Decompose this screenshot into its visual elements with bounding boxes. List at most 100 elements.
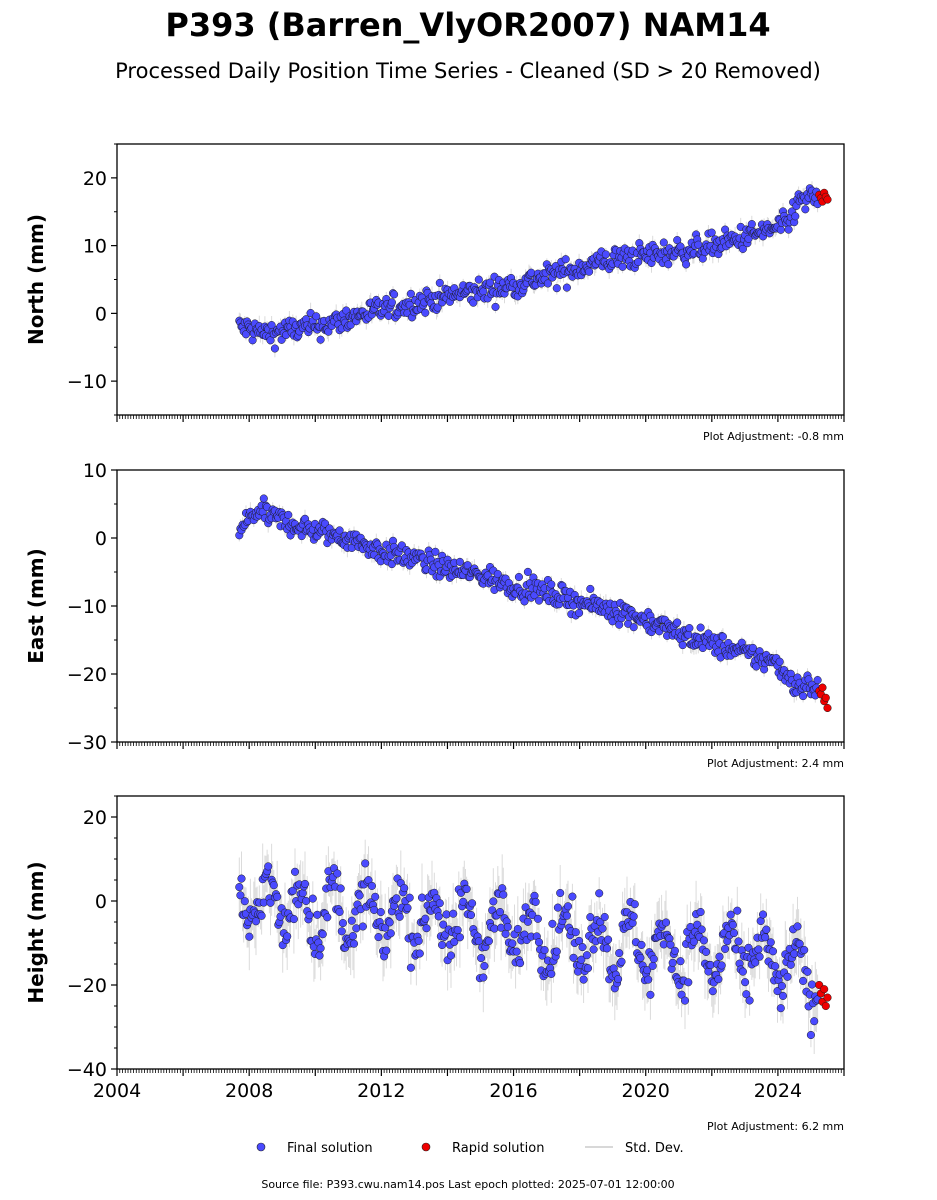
height-final-point <box>783 972 792 981</box>
east-rapid-point <box>821 693 830 702</box>
legend-final-label: Final solution <box>287 1141 373 1156</box>
east-final-point <box>284 510 293 519</box>
height-final-point <box>333 869 342 878</box>
height-final-point <box>513 924 522 934</box>
height-final-point <box>676 957 685 966</box>
height-final-point <box>336 884 345 893</box>
height-final-point <box>644 975 653 984</box>
east-final-point <box>575 608 584 618</box>
height-final-point <box>392 894 401 903</box>
height-final-point <box>553 903 562 912</box>
north-final-point <box>433 303 442 312</box>
height-final-point <box>508 939 517 948</box>
east-final-point <box>718 632 727 641</box>
height-final-point <box>337 927 346 936</box>
north-final-point <box>634 257 643 267</box>
north-final-point <box>316 335 325 344</box>
height-final-point <box>602 944 612 953</box>
north-final-point <box>738 244 747 253</box>
height-final-point <box>598 924 607 933</box>
east-rapid-point <box>823 703 832 713</box>
height-final-point <box>684 978 693 987</box>
height-final-point <box>421 914 430 923</box>
height-final-point <box>648 961 657 970</box>
figure-title: P393 (Barren_VlyOR2007) NAM14 <box>165 6 770 44</box>
height-final-point <box>313 910 322 919</box>
north-final-point <box>387 298 396 307</box>
north-final-point <box>791 212 800 221</box>
height-final-point <box>415 949 424 958</box>
height-final-point <box>689 937 698 946</box>
height-final-point <box>636 953 645 962</box>
north-final-point <box>384 311 393 320</box>
height-rapid-point <box>823 993 832 1002</box>
height-final-point <box>406 963 415 972</box>
height-final-point <box>614 975 623 984</box>
height-final-point <box>708 987 717 996</box>
east-axes-frame <box>116 469 845 743</box>
height-final-point <box>721 944 730 953</box>
height-final-point <box>435 899 444 908</box>
height-final-point <box>628 918 637 928</box>
height-final-point <box>300 879 310 888</box>
height-final-point <box>768 947 778 956</box>
height-final-point <box>773 987 782 996</box>
north-final-point <box>707 228 716 237</box>
height-rapid-points <box>815 980 832 1011</box>
source-footer: Source file: P393.cwu.nam14.pos Last epo… <box>261 1178 674 1191</box>
height-final-point <box>761 933 770 942</box>
height-final-point <box>403 903 412 912</box>
height-final-point <box>776 1004 785 1013</box>
height-final-point <box>355 891 364 900</box>
height-xtick-label: 2008 <box>225 1080 273 1102</box>
east-final-point <box>629 623 638 632</box>
height-final-point <box>702 947 711 956</box>
height-final-point <box>697 925 706 934</box>
height-final-point <box>442 910 451 919</box>
north-final-point <box>618 262 627 271</box>
height-final-point <box>283 932 292 941</box>
height-final-point <box>810 1017 819 1026</box>
height-final-point <box>575 936 584 945</box>
height-final-point <box>582 951 591 960</box>
east-final-point <box>335 526 344 535</box>
height-final-point <box>381 923 390 932</box>
east-ytick-label: −30 <box>67 732 107 754</box>
north-final-point <box>561 255 570 264</box>
height-final-point <box>466 910 476 920</box>
height-final-point <box>501 929 510 938</box>
height-final-point <box>534 938 544 947</box>
height-final-point <box>800 945 809 955</box>
east-final-point <box>775 657 784 666</box>
height-final-point <box>547 969 556 978</box>
height-final-point <box>338 919 347 928</box>
east-final-point <box>534 596 544 605</box>
height-final-point <box>807 980 817 989</box>
height-final-point <box>240 897 249 906</box>
height-final-point <box>758 910 768 919</box>
east-points <box>235 494 822 701</box>
north-ytick-label: 10 <box>83 236 107 258</box>
east-final-point <box>685 624 694 633</box>
east-final-point <box>799 692 808 701</box>
height-final-point <box>729 928 739 938</box>
height-final-point <box>595 889 604 898</box>
height-final-point <box>806 1030 815 1040</box>
height-final-point <box>484 937 493 946</box>
height-final-point <box>376 908 385 917</box>
height-final-point <box>438 940 447 950</box>
north-final-point <box>474 275 483 284</box>
north-ytick-label: −10 <box>67 371 107 393</box>
height-final-point <box>480 961 489 971</box>
height-final-point <box>617 957 626 966</box>
north-ylabel: North (mm) <box>24 214 48 345</box>
height-final-point <box>528 910 537 919</box>
height-rapid-point <box>821 1001 830 1011</box>
height-xtick-label: 2024 <box>754 1080 802 1102</box>
height-final-point <box>562 911 571 920</box>
height-final-point <box>349 939 359 948</box>
height-final-point <box>446 951 456 960</box>
height-final-point <box>742 990 751 999</box>
height-xtick-label: 2016 <box>489 1080 537 1102</box>
east-final-point <box>696 623 705 632</box>
